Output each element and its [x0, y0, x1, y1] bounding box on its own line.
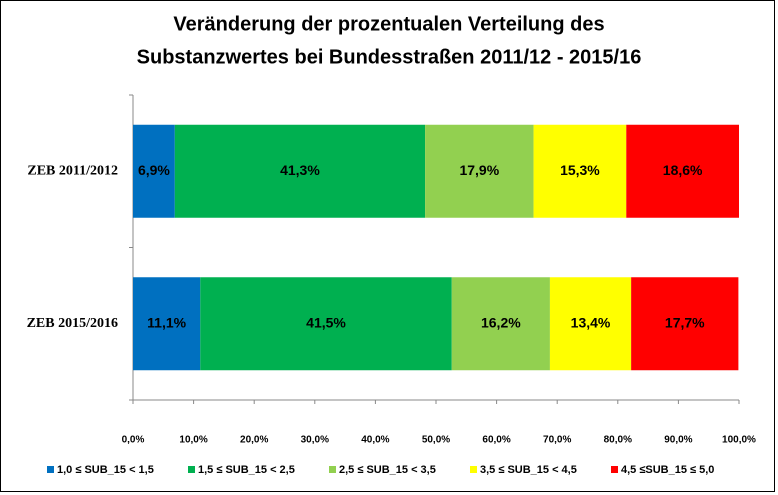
- x-tick-label: 20,0%: [240, 435, 268, 446]
- x-tick-label: 30,0%: [301, 435, 329, 446]
- legend-label: 3,5 ≤ SUB_15 < 4,5: [480, 464, 577, 476]
- x-tick-label: 0,0%: [122, 435, 145, 446]
- bar-segment: [626, 124, 739, 218]
- bar-segment: [425, 124, 534, 218]
- data-label: 41,5%: [306, 314, 346, 330]
- legend-swatch: [470, 466, 477, 473]
- x-tick-label: 100,0%: [722, 435, 756, 446]
- x-tick-label: 60,0%: [482, 435, 510, 446]
- bar-segment: [200, 277, 452, 371]
- x-tick-label: 10,0%: [179, 435, 207, 446]
- data-label: 13,4%: [571, 314, 611, 330]
- x-tick-label: 50,0%: [422, 435, 450, 446]
- legend-swatch: [188, 466, 195, 473]
- data-label: 6,9%: [138, 162, 170, 178]
- legend-label: 2,5 ≤ SUB_15 < 3,5: [339, 464, 436, 476]
- data-label: 15,3%: [560, 162, 600, 178]
- bar-segment: [133, 124, 175, 218]
- bar-segment: [533, 124, 627, 218]
- x-tick-label: 90,0%: [664, 435, 692, 446]
- legend-swatch: [611, 466, 618, 473]
- bar-segment: [631, 277, 739, 371]
- x-tick-label: 70,0%: [543, 435, 571, 446]
- data-label: 17,7%: [665, 314, 705, 330]
- bar-segment: [174, 124, 426, 218]
- legend-label: 1,0 ≤ SUB_15 < 1,5: [57, 464, 154, 476]
- data-label: 41,3%: [280, 162, 320, 178]
- legend-label: 1,5 ≤ SUB_15 < 2,5: [198, 464, 295, 476]
- data-label: 17,9%: [459, 162, 499, 178]
- x-tick-label: 80,0%: [604, 435, 632, 446]
- chart-title: Substanzwertes bei Bundesstraßen 2011/12…: [137, 46, 642, 68]
- bar-segment: [133, 277, 201, 371]
- legend-swatch: [329, 466, 336, 473]
- data-label: 16,2%: [481, 314, 521, 330]
- chart-title: Veränderung der prozentualen Verteilung …: [173, 13, 604, 35]
- category-label: ZEB 2015/2016: [27, 316, 118, 331]
- legend-label: 4,5 ≤SUB_15 ≤ 5,0: [621, 464, 714, 476]
- bar-segment: [549, 277, 632, 371]
- category-label: ZEB 2011/2012: [27, 163, 118, 178]
- x-tick-label: 40,0%: [361, 435, 389, 446]
- data-label: 18,6%: [663, 162, 703, 178]
- legend-swatch: [47, 466, 54, 473]
- bar-segment: [451, 277, 550, 371]
- data-label: 11,1%: [147, 314, 186, 330]
